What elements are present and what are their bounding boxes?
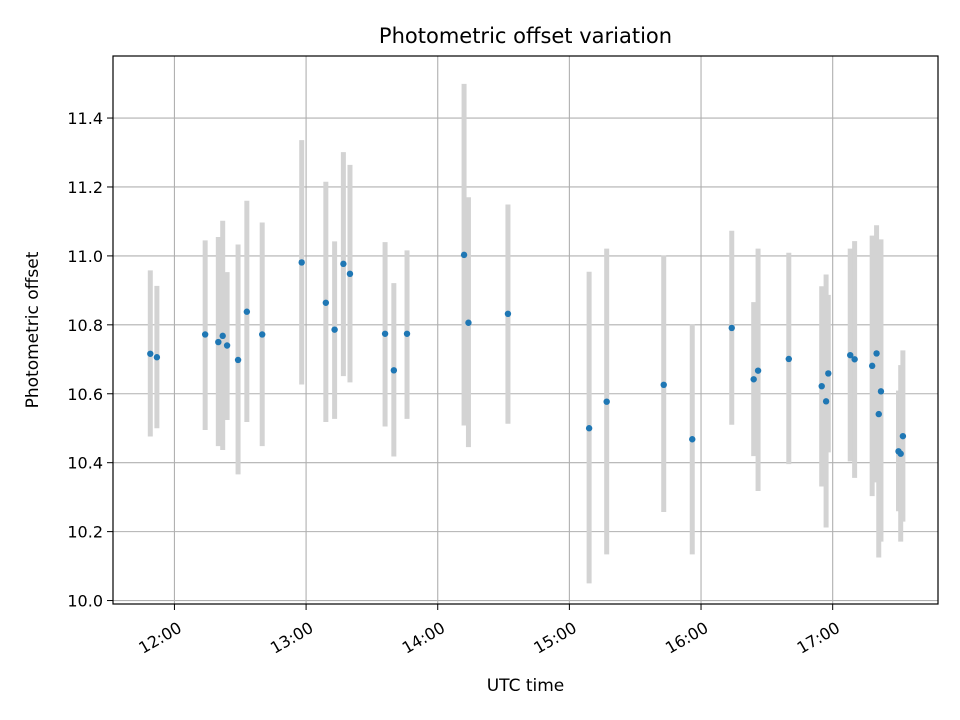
data-point xyxy=(147,350,154,357)
data-point xyxy=(847,351,854,359)
data-point xyxy=(754,367,762,374)
data-point xyxy=(603,398,610,405)
data-point xyxy=(825,370,832,377)
data-point xyxy=(346,270,354,278)
data-point xyxy=(234,356,242,364)
y-tick-label: 10.4 xyxy=(67,454,103,473)
data-point xyxy=(322,299,330,306)
chart-title: Photometric offset variation xyxy=(379,24,672,48)
grid-lines xyxy=(113,56,938,604)
data-point xyxy=(897,450,904,457)
data-point xyxy=(153,354,161,361)
data-point xyxy=(822,398,830,405)
y-tick-label: 11.0 xyxy=(67,247,103,266)
data-point xyxy=(899,432,907,440)
data-point xyxy=(660,381,667,388)
data-point xyxy=(243,308,251,315)
data-point xyxy=(465,319,472,326)
data-point xyxy=(215,338,222,346)
data-point xyxy=(750,376,757,383)
y-tick-label: 11.2 xyxy=(67,178,103,197)
data-point xyxy=(875,410,882,418)
y-tick-label: 10.0 xyxy=(67,592,103,611)
data-point xyxy=(785,355,792,363)
data-point xyxy=(873,350,880,357)
y-axis-ticks: 10.0 10.2 10.4 10.6 10.8 11.0 11.2 11.4 xyxy=(67,109,113,611)
y-tick-label: 10.8 xyxy=(67,316,103,335)
data-point xyxy=(403,330,411,337)
data-points xyxy=(147,251,907,457)
plot-frame xyxy=(112,55,939,605)
data-point xyxy=(331,326,338,333)
data-point xyxy=(585,425,593,432)
data-point xyxy=(877,388,885,395)
data-point xyxy=(223,342,231,349)
data-point xyxy=(381,330,389,337)
y-tick-label: 10.2 xyxy=(67,523,103,542)
data-point xyxy=(818,382,825,390)
data-point xyxy=(219,332,226,340)
data-point xyxy=(259,331,266,338)
data-point xyxy=(504,310,512,318)
y-tick-label: 10.6 xyxy=(67,385,103,404)
data-point xyxy=(201,331,209,338)
x-axis-label: UTC time xyxy=(487,676,565,696)
data-point xyxy=(340,260,347,268)
data-point xyxy=(868,362,876,370)
y-tick-label: 11.4 xyxy=(67,109,103,128)
y-axis-label: Photometric offset xyxy=(23,251,43,408)
data-point xyxy=(689,436,696,443)
data-point xyxy=(851,356,858,363)
data-point xyxy=(460,251,468,259)
data-point xyxy=(390,367,398,374)
data-point xyxy=(728,324,735,332)
data-point xyxy=(298,259,305,266)
